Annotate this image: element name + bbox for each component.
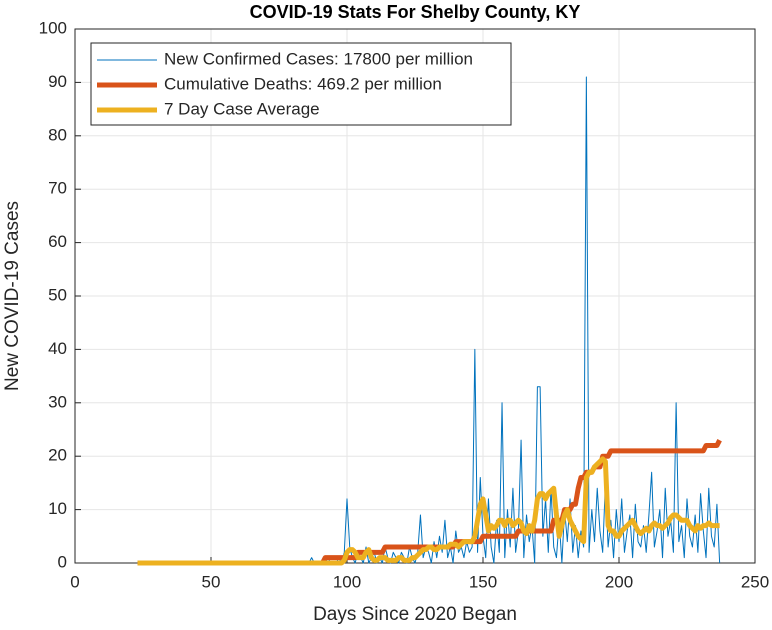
y-tick-label: 10 — [48, 499, 67, 518]
x-tick-label: 200 — [605, 572, 633, 591]
x-tick-label: 0 — [70, 572, 79, 591]
legend-box — [90, 42, 512, 126]
legend-label: 7 Day Case Average — [164, 99, 320, 118]
y-tick-label: 90 — [48, 72, 67, 91]
x-tick-label: 50 — [202, 572, 221, 591]
y-tick-label: 30 — [48, 392, 67, 411]
x-tick-label: 150 — [469, 572, 497, 591]
x-axis-label: Days Since 2020 Began — [313, 604, 517, 625]
y-tick-label: 20 — [48, 446, 67, 465]
x-tick-label: 250 — [741, 572, 769, 591]
y-tick-label: 100 — [39, 18, 67, 37]
chart-title: COVID-19 Stats For Shelby County, KY — [250, 2, 581, 22]
y-tick-label: 50 — [48, 285, 67, 304]
y-axis-label: New COVID-19 Cases — [2, 201, 23, 391]
y-tick-label: 0 — [58, 552, 67, 571]
y-tick-label: 70 — [48, 179, 67, 198]
data-line — [137, 439, 722, 566]
y-tick-label: 80 — [48, 125, 67, 144]
data-line — [137, 456, 720, 566]
legend-label: Cumulative Deaths: 469.2 per million — [164, 74, 442, 93]
x-tick-label: 100 — [333, 572, 361, 591]
y-tick-label: 40 — [48, 339, 67, 358]
legend-label: New Confirmed Cases: 17800 per million — [164, 49, 473, 68]
y-tick-label: 60 — [48, 232, 67, 251]
